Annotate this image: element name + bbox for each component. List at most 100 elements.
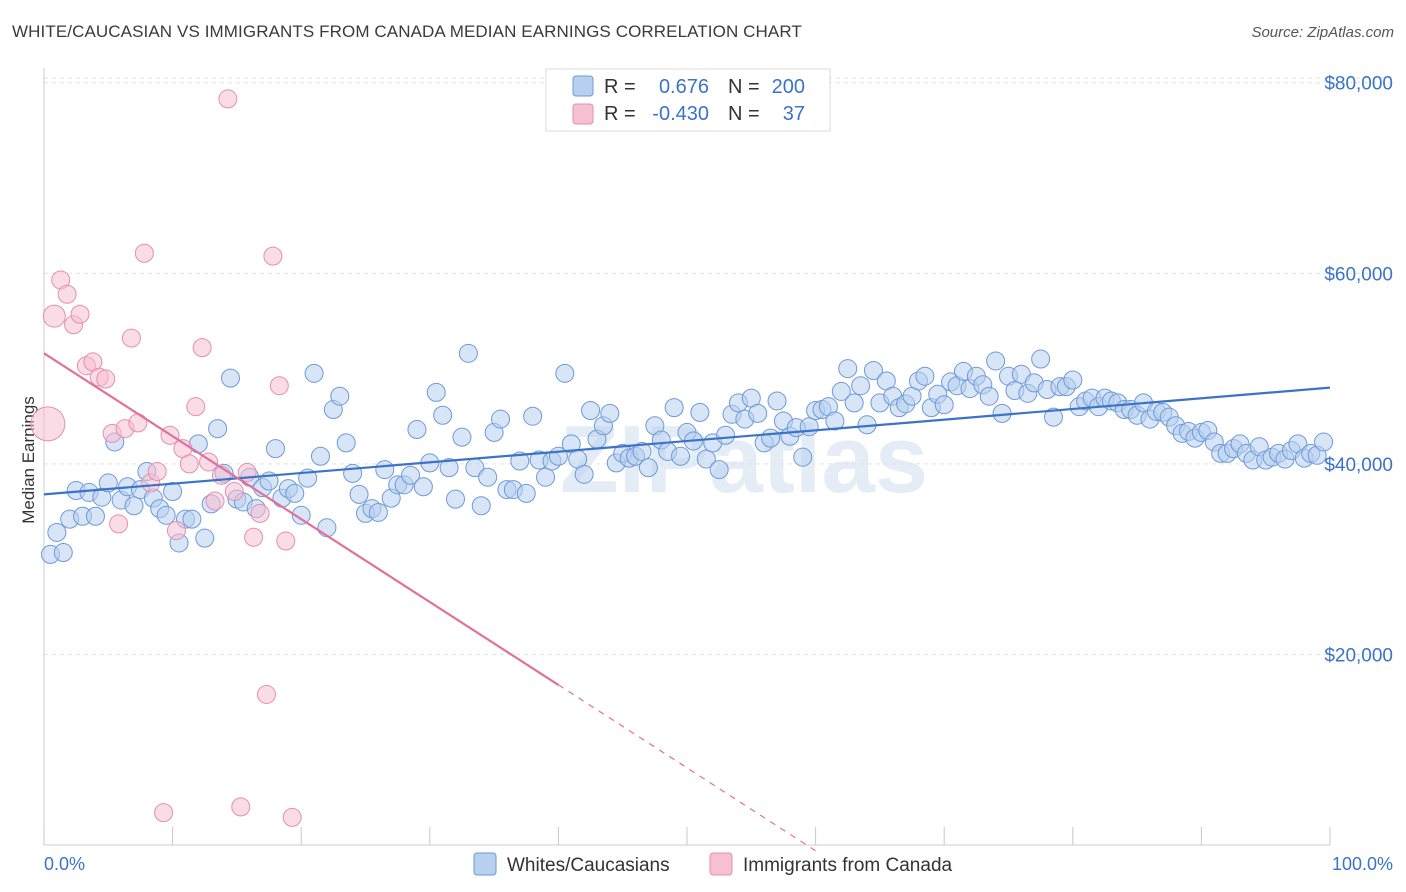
x-tick-label: 0.0% <box>44 854 85 874</box>
point-whites-caucasians <box>458 343 478 363</box>
source-label: Source: ZipAtlas.com <box>1251 24 1394 41</box>
y-tick-label: $40,000 <box>1324 455 1393 476</box>
point-whites-caucasians <box>1314 432 1334 452</box>
point-immigrants-from-canada <box>256 684 276 704</box>
point-whites-caucasians <box>1063 370 1083 390</box>
point-whites-caucasians <box>343 463 363 483</box>
grid <box>44 77 1392 655</box>
point-whites-caucasians <box>831 381 851 401</box>
point-immigrants-from-canada <box>134 243 154 263</box>
point-immigrants-from-canada <box>57 284 77 304</box>
legend-swatch-blue <box>572 75 594 97</box>
point-whites-caucasians <box>310 446 330 466</box>
point-immigrants-from-canada <box>109 514 129 534</box>
x-tick-label: 100.0% <box>1332 854 1393 874</box>
point-whites-caucasians <box>156 505 176 525</box>
point-whites-caucasians <box>491 409 511 429</box>
point-whites-caucasians <box>767 391 787 411</box>
axes <box>43 68 1331 846</box>
point-whites-caucasians <box>1044 407 1064 427</box>
point-whites-caucasians <box>844 393 864 413</box>
point-whites-caucasians <box>195 528 215 548</box>
point-whites-caucasians <box>638 458 658 478</box>
bottom-legend-label-0: Whites/Caucasians <box>507 855 670 876</box>
point-whites-caucasians <box>696 449 716 469</box>
point-whites-caucasians <box>516 483 536 503</box>
series-whites-caucasians <box>40 343 1334 564</box>
point-whites-caucasians <box>433 405 453 425</box>
point-whites-caucasians <box>799 417 819 437</box>
legend-n-label-0: N = <box>728 76 760 98</box>
legend-r-label-0: R = <box>604 76 636 98</box>
y-tick-labels: $20,000 $40,000 $60,000 $80,000 <box>1324 74 1393 667</box>
point-immigrants-from-canada <box>121 328 141 348</box>
y-tick-label: $60,000 <box>1324 264 1393 285</box>
point-whites-caucasians <box>304 363 324 383</box>
point-immigrants-from-canada <box>147 461 167 481</box>
point-whites-caucasians <box>163 481 183 501</box>
point-whites-caucasians <box>581 400 601 420</box>
point-whites-caucasians <box>349 484 369 504</box>
point-whites-caucasians <box>368 502 388 522</box>
point-whites-caucasians <box>863 360 883 380</box>
trend-line-immigrants-dashed <box>558 684 816 852</box>
point-whites-caucasians <box>439 458 459 478</box>
point-whites-caucasians <box>265 439 285 459</box>
point-immigrants-from-canada <box>42 304 66 328</box>
point-whites-caucasians <box>709 460 729 480</box>
point-whites-caucasians <box>793 447 813 467</box>
legend-n-value-0: 200 <box>772 76 805 98</box>
point-whites-caucasians <box>407 420 427 440</box>
point-whites-caucasians <box>375 460 395 480</box>
point-whites-caucasians <box>336 433 356 453</box>
legend-r-label-1: R = <box>604 103 636 125</box>
point-whites-caucasians <box>600 403 620 423</box>
y-tick-label: $80,000 <box>1324 74 1393 95</box>
point-immigrants-from-canada <box>128 413 148 433</box>
point-whites-caucasians <box>934 395 954 415</box>
point-immigrants-from-canada <box>30 406 66 442</box>
point-immigrants-from-canada <box>250 503 270 523</box>
point-whites-caucasians <box>317 518 337 538</box>
point-whites-caucasians <box>979 386 999 406</box>
legend-n-label-1: N = <box>728 103 760 125</box>
point-whites-caucasians <box>98 473 118 493</box>
point-whites-caucasians <box>761 428 781 448</box>
point-whites-caucasians <box>285 483 305 503</box>
point-whites-caucasians <box>838 359 858 379</box>
point-whites-caucasians <box>291 505 311 525</box>
bottom-legend-swatch-blue <box>473 852 497 876</box>
bottom-legend-label-1: Immigrants from Canada <box>743 855 953 876</box>
point-whites-caucasians <box>330 386 350 406</box>
point-whites-caucasians <box>47 522 67 542</box>
y-tick-label: $20,000 <box>1324 645 1393 666</box>
point-whites-caucasians <box>671 446 691 466</box>
point-whites-caucasians <box>426 382 446 402</box>
point-immigrants-from-canada <box>205 491 225 511</box>
point-whites-caucasians <box>555 363 575 383</box>
point-immigrants-from-canada <box>224 481 244 501</box>
point-immigrants-from-canada <box>96 369 116 389</box>
trend-line-whites-caucasians <box>43 386 1331 496</box>
legend-box: R = 0.676 N = 200 R = -0.430 N = 37 <box>545 68 831 132</box>
legend-r-value-0: 0.676 <box>659 76 709 98</box>
point-immigrants-from-canada <box>186 397 206 417</box>
point-whites-caucasians <box>536 467 556 487</box>
point-whites-caucasians <box>523 406 543 426</box>
legend-r-value-1: -0.430 <box>652 103 709 125</box>
point-whites-caucasians <box>478 467 498 487</box>
point-whites-caucasians <box>471 496 491 516</box>
point-whites-caucasians <box>182 509 202 529</box>
point-whites-caucasians <box>632 441 652 461</box>
point-immigrants-from-canada <box>269 376 289 396</box>
point-whites-caucasians <box>53 542 73 562</box>
point-whites-caucasians <box>85 506 105 526</box>
point-whites-caucasians <box>825 411 845 431</box>
point-whites-caucasians <box>1031 349 1051 369</box>
trend-lines <box>43 352 1331 852</box>
point-whites-caucasians <box>510 451 530 471</box>
point-whites-caucasians <box>446 489 466 509</box>
point-whites-caucasians <box>124 496 144 516</box>
bottom-legend: Whites/Caucasians Immigrants from Canada <box>473 852 953 876</box>
